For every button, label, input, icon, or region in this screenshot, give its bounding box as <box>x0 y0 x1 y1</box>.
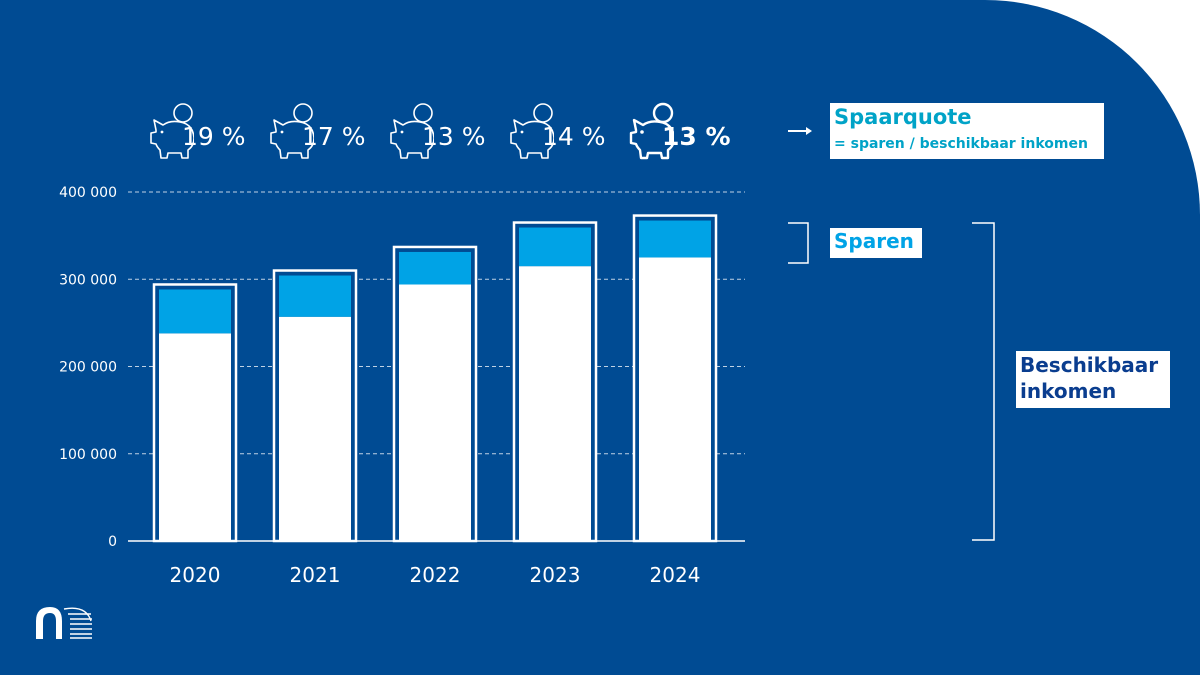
income-bar <box>279 316 351 540</box>
x-tick-label: 2023 <box>530 563 581 587</box>
x-tick-label: 2021 <box>290 563 341 587</box>
x-tick-label: 2022 <box>410 563 461 587</box>
income-bar <box>399 284 471 540</box>
income-bar <box>159 333 231 540</box>
income-bar <box>519 266 591 540</box>
y-tick-label: 200 000 <box>59 360 117 376</box>
spaarquote-formula: = sparen / beschikbaar inkomen <box>834 136 1088 152</box>
saving-bar <box>519 227 591 267</box>
inkomen-legend: Beschikbaar inkomen <box>1016 351 1170 408</box>
y-tick-label: 0 <box>108 534 117 550</box>
brand-logo-icon <box>36 607 92 639</box>
piggy-bank-icon <box>150 103 194 159</box>
spaarquote-legend: Spaarquote = sparen / beschikbaar inkome… <box>830 103 1104 159</box>
piggy-bank-icon <box>629 102 674 160</box>
sparen-legend: Sparen <box>830 228 922 258</box>
piggy-bank-icon <box>270 103 314 159</box>
arrow-right-icon <box>788 127 812 135</box>
saving-bar <box>399 251 471 285</box>
spaarquote-title: Spaarquote <box>834 105 972 129</box>
sparen-bracket <box>788 222 809 264</box>
sparen-label: Sparen <box>834 229 914 253</box>
saving-bar <box>279 275 351 317</box>
saving-bar <box>159 289 231 334</box>
y-tick-label: 100 000 <box>59 447 117 463</box>
y-tick-label: 400 000 <box>59 185 117 201</box>
piggy-bank-icon <box>510 103 554 159</box>
x-tick-label: 2024 <box>650 563 701 587</box>
saving-bar <box>639 220 711 258</box>
y-tick-label: 300 000 <box>59 272 117 288</box>
inkomen-label: Beschikbaar inkomen <box>1020 353 1159 403</box>
x-tick-label: 2020 <box>170 563 221 587</box>
inkomen-bracket <box>972 222 995 541</box>
piggy-bank-icon <box>390 103 434 159</box>
income-bar <box>639 257 711 540</box>
